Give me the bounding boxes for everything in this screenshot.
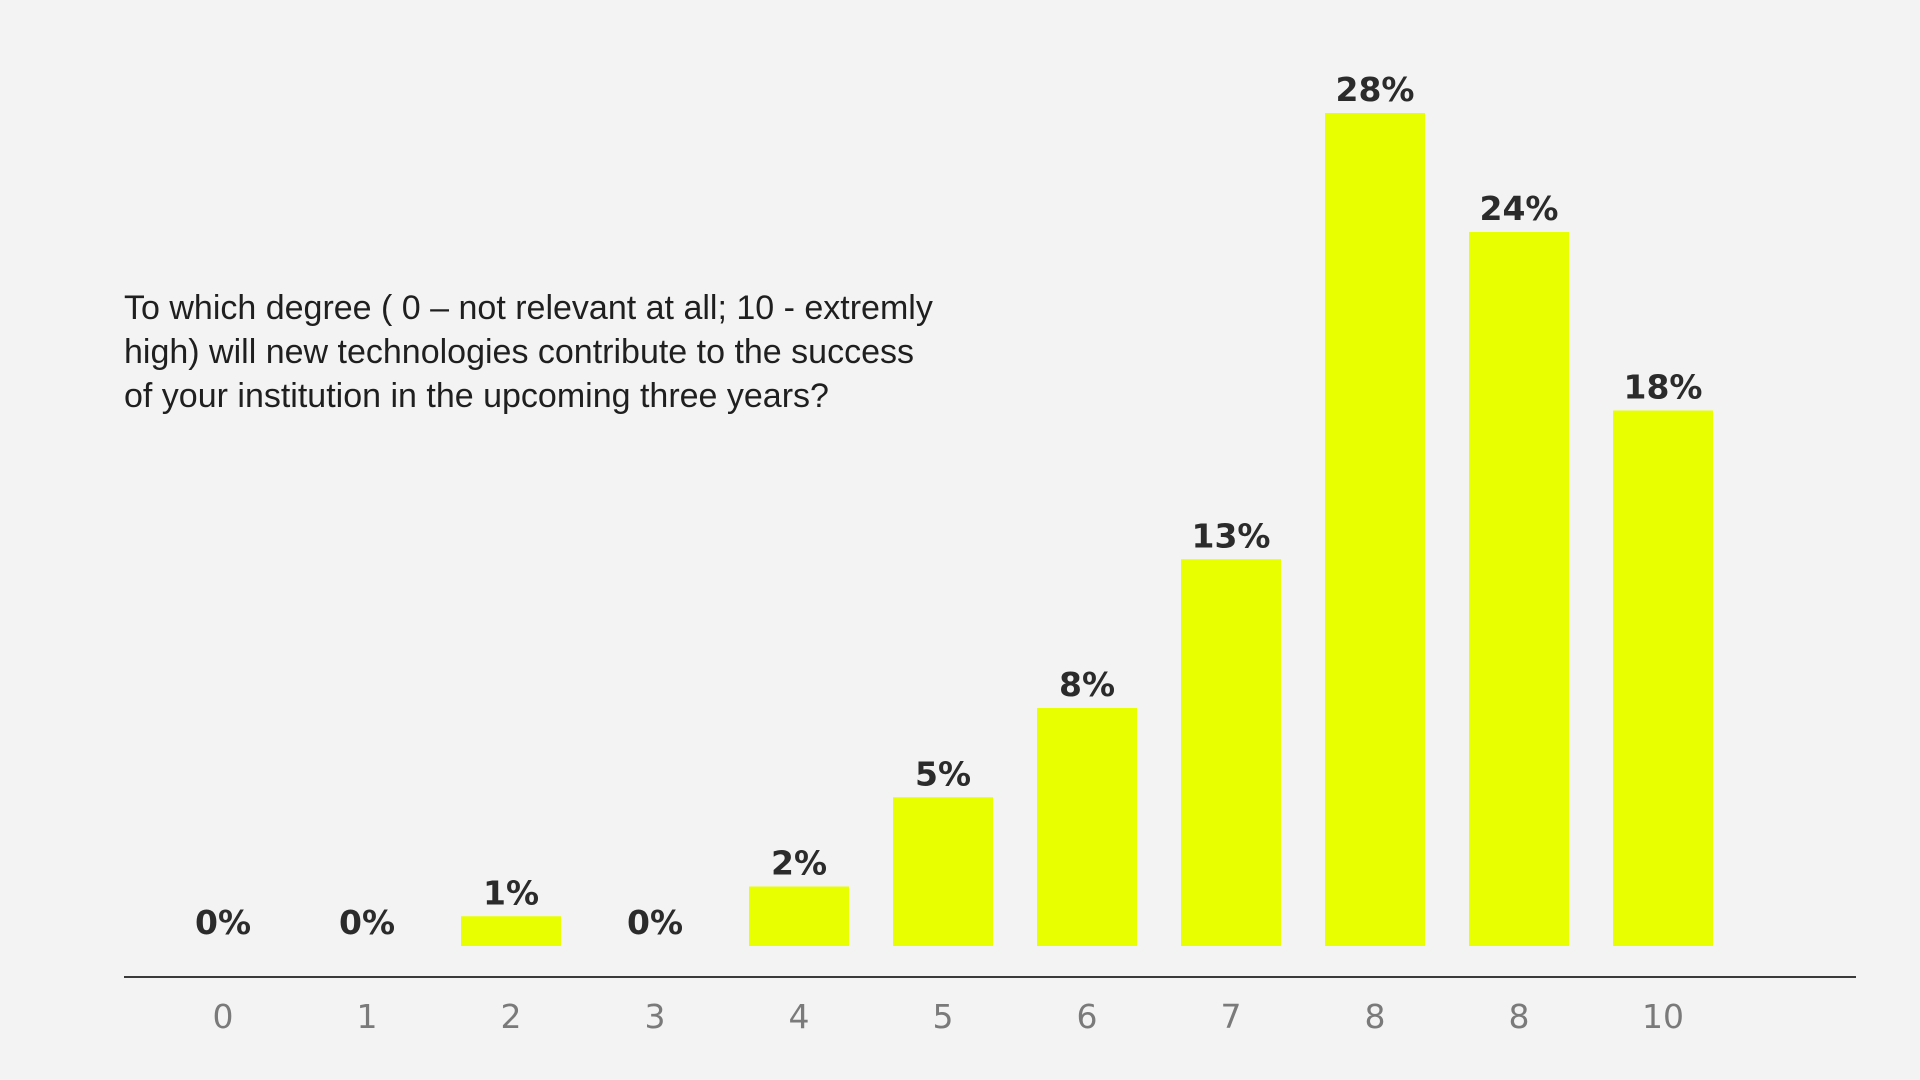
bar-value-label: 0% <box>339 903 395 942</box>
bar-8-8 <box>1325 113 1425 946</box>
x-tick-label: 3 <box>645 997 666 1036</box>
x-tick-label: 8 <box>1509 997 1530 1036</box>
bar-value-label: 5% <box>915 754 971 793</box>
x-tick-label: 0 <box>213 997 234 1036</box>
bar-value-label: 18% <box>1624 368 1703 407</box>
x-tick-label: 6 <box>1077 997 1098 1036</box>
bar-2-2 <box>461 916 561 946</box>
bar-6-6 <box>1037 708 1137 946</box>
bars-group <box>461 113 1713 946</box>
bar-7-7 <box>1181 559 1281 946</box>
value-labels-group: 0% 0% 1% 0% 2% 5% 8% 13% 28% 24% 18% <box>195 70 1703 942</box>
bar-4-4 <box>749 886 849 946</box>
x-tick-label: 10 <box>1642 997 1684 1036</box>
bar-8-9 <box>1469 232 1569 946</box>
bar-value-label: 8% <box>1059 665 1115 704</box>
tick-labels-group: 0 1 2 3 4 5 6 7 8 8 10 <box>213 997 1685 1036</box>
x-tick-label: 1 <box>357 997 378 1036</box>
x-tick-label: 7 <box>1221 997 1242 1036</box>
bar-value-label: 28% <box>1336 70 1415 109</box>
bar-value-label: 0% <box>627 903 683 942</box>
bar-value-label: 24% <box>1480 189 1559 228</box>
bar-5-5 <box>893 797 993 946</box>
bar-value-label: 13% <box>1192 516 1271 555</box>
bar-value-label: 2% <box>771 844 827 883</box>
bar-value-label: 1% <box>483 873 539 912</box>
x-tick-label: 4 <box>789 997 810 1036</box>
x-tick-label: 2 <box>501 997 522 1036</box>
x-tick-label: 8 <box>1365 997 1386 1036</box>
bar-10-10 <box>1613 410 1713 946</box>
survey-question-title: To which degree ( 0 – not relevant at al… <box>124 289 933 415</box>
x-tick-label: 5 <box>933 997 954 1036</box>
bar-value-label: 0% <box>195 903 251 942</box>
